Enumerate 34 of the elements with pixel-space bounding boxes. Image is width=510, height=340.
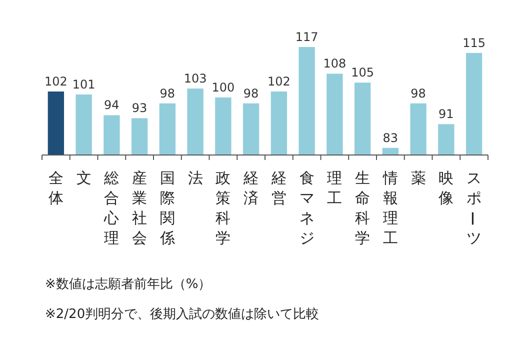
- x-tick-label: 国際関係: [158, 169, 175, 247]
- x-tick-label: 食マネジ: [299, 169, 314, 247]
- data-label: 103: [184, 72, 207, 86]
- text: ※数値は志願者前年比（%）: [45, 277, 212, 292]
- x-tick-label: 経済: [242, 169, 259, 207]
- data-label: 102: [44, 74, 68, 89]
- x-tick-label: 薬: [410, 169, 426, 187]
- data-label: 98: [160, 86, 176, 100]
- data-label: 93: [132, 101, 148, 116]
- x-tick-label: 全体: [48, 169, 64, 207]
- x-tick-label: 経営: [270, 169, 286, 207]
- data-label: 117: [295, 30, 318, 44]
- x-tick-label: 情報理工: [382, 169, 398, 247]
- x-tick-label: 政策科学: [216, 169, 231, 247]
- x-tick-label: 理工: [327, 169, 342, 207]
- data-label: 101: [72, 77, 96, 92]
- x-tick-label: 生命科学: [355, 169, 370, 247]
- x-tick-label: 文: [76, 169, 92, 187]
- x-tick-label: 映像: [438, 169, 454, 207]
- data-label: 108: [323, 56, 346, 71]
- data-label: 83: [382, 130, 398, 145]
- data-label: 115: [462, 36, 486, 50]
- data-label: 94: [104, 98, 120, 112]
- data-label: 91: [438, 107, 454, 122]
- data-label: 100: [212, 80, 235, 94]
- x-tick-label: 総合心理: [103, 169, 120, 247]
- data-label: 98: [410, 86, 426, 100]
- data-label: 105: [351, 66, 374, 80]
- data-label: 102: [267, 74, 290, 89]
- x-tick-label: スポーツ: [463, 169, 482, 247]
- x-tick-label: 法: [188, 169, 203, 187]
- text: ※2/20判明分で、後期入試の数値は除いて比較: [45, 307, 320, 322]
- x-tick-label: 産業社会: [132, 169, 148, 247]
- data-label: 98: [243, 86, 259, 100]
